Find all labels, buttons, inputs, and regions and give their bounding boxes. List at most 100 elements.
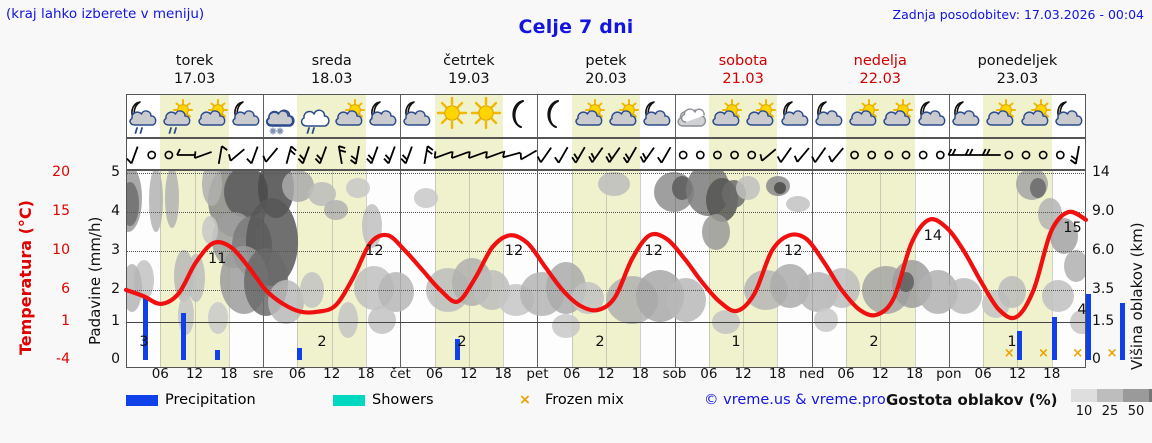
precipitation-tick: 2 bbox=[111, 281, 120, 297]
x-tick-label: 18 bbox=[631, 366, 649, 382]
cloud-density-legend-title: Gostota oblakov (%) bbox=[886, 391, 1058, 409]
x-tick-label: 18 bbox=[905, 366, 924, 382]
day-separator bbox=[948, 94, 950, 138]
moon-cloud-icon bbox=[777, 95, 811, 137]
wind-barbs bbox=[126, 145, 1080, 165]
sun-cloud-icon bbox=[606, 95, 640, 137]
day-separator bbox=[948, 170, 950, 368]
sun-cloud-icon bbox=[983, 95, 1017, 137]
copyright[interactable]: © vreme.us & vreme.pro bbox=[704, 392, 886, 408]
x-tick-label: 06 bbox=[700, 366, 718, 382]
temperature-tick: 1 bbox=[61, 313, 70, 329]
cloud-height-tick: 6.0 bbox=[1092, 242, 1115, 258]
temperature-max-label: 12 bbox=[365, 243, 384, 260]
precipitation-bar bbox=[1051, 317, 1057, 360]
x-tick-label: čet bbox=[389, 366, 411, 382]
moon-cloud-icon bbox=[1052, 95, 1086, 137]
gridline-horizontal bbox=[126, 251, 1086, 252]
day-date: 20.03 bbox=[585, 71, 627, 87]
legend-frozen-mix: × Frozen mix bbox=[511, 392, 624, 408]
moon-icon bbox=[503, 95, 537, 137]
day-separator bbox=[674, 94, 676, 138]
precipitation-bar bbox=[143, 297, 149, 360]
precipitation-bar bbox=[215, 350, 221, 360]
day-separator bbox=[400, 94, 402, 138]
frozen-mix-marker: × bbox=[1106, 346, 1118, 361]
day-name: ponedeljek bbox=[977, 53, 1058, 69]
cloud-density-gradient bbox=[1071, 389, 1152, 402]
x-tick-label: 18 bbox=[357, 366, 375, 382]
day-separator bbox=[537, 94, 539, 138]
sun-cloud-icon bbox=[332, 95, 366, 137]
hour-gridline bbox=[297, 170, 299, 368]
x-tick-label: ned bbox=[798, 366, 825, 382]
day-separator bbox=[811, 170, 813, 368]
day-header-19-03: četrtek 19.03 bbox=[400, 52, 537, 88]
day-date: 23.03 bbox=[996, 71, 1039, 87]
day-date: 18.03 bbox=[310, 71, 353, 87]
temperature-tick: 20 bbox=[52, 164, 70, 180]
day-header-23-03: ponedeljek 23.03 bbox=[949, 52, 1086, 88]
temperature-min-label: 1 bbox=[1007, 334, 1017, 350]
x-tick-label: 12 bbox=[1008, 366, 1027, 382]
x-tick-label: 12 bbox=[323, 366, 341, 382]
last-updated: Zadnja posodobitev: 17.03.2026 - 00:04 bbox=[892, 7, 1144, 22]
moon-cloud-icon bbox=[366, 95, 400, 137]
frozen-mix-marker: × bbox=[1038, 346, 1049, 361]
hour-gridline bbox=[743, 170, 745, 368]
sun-cloud-icon bbox=[1017, 95, 1051, 137]
precipitation-swatch bbox=[126, 394, 158, 406]
temperature-min-label: 3 bbox=[139, 334, 149, 350]
x-tick-label: 06 bbox=[837, 366, 855, 382]
day-separator bbox=[811, 94, 813, 138]
temperature-min-label: 2 bbox=[869, 334, 879, 350]
precipitation-tick: 0 bbox=[111, 351, 120, 367]
day-date: 21.03 bbox=[722, 71, 764, 87]
x-tick-label: pon bbox=[936, 366, 962, 382]
x-tick-label: 06 bbox=[288, 366, 307, 382]
precipitation-tick: 4 bbox=[111, 203, 120, 219]
cloud-snow-icon bbox=[263, 95, 297, 137]
cloud-height-tick: 1.5 bbox=[1092, 313, 1115, 329]
sun-cloud-icon bbox=[846, 95, 880, 137]
precipitation-tick: 1 bbox=[111, 313, 120, 329]
hour-gridline bbox=[1051, 170, 1053, 368]
moon-cloud-icon bbox=[229, 95, 263, 137]
x-tick-label: sre bbox=[252, 366, 274, 382]
temperature-min-label: 2 bbox=[457, 334, 467, 350]
daylight-band bbox=[571, 138, 641, 170]
day-date: 17.03 bbox=[173, 71, 216, 87]
cloud-density-scale-label: 25 bbox=[1101, 404, 1119, 419]
daylight-band bbox=[297, 138, 366, 170]
gridline-horizontal bbox=[126, 290, 1086, 291]
page-title: Celje 7 dni bbox=[518, 16, 634, 38]
precipitation-tick: 3 bbox=[111, 242, 120, 258]
x-tick-label: 06 bbox=[974, 366, 992, 382]
hour-gridline bbox=[640, 170, 642, 368]
x-tick-label: 18 bbox=[494, 366, 512, 382]
temperature-min-label: 2 bbox=[317, 334, 327, 350]
sun-cloud-icon bbox=[572, 95, 606, 137]
zero-baseline bbox=[126, 322, 1086, 323]
x-tick-label: 06 bbox=[425, 366, 444, 382]
temperature-tick: 10 bbox=[52, 242, 70, 258]
day-separator bbox=[537, 138, 539, 170]
wind-barb-row bbox=[126, 138, 1086, 170]
cloud-icon bbox=[675, 95, 709, 137]
chart-frame bbox=[126, 170, 1086, 368]
day-date: 22.03 bbox=[859, 71, 902, 87]
hour-gridline bbox=[160, 170, 162, 368]
cloud-density-swatch bbox=[1097, 389, 1123, 402]
precipitation-bars bbox=[126, 170, 1126, 368]
chart-legend: Precipitation Showers × Frozen mix © vrem… bbox=[126, 388, 1152, 422]
day-name: sobota bbox=[718, 53, 768, 69]
x-tick-label: 18 bbox=[768, 366, 787, 382]
day-header-17-03: torek 17.03 bbox=[126, 52, 263, 88]
day-separator bbox=[263, 94, 265, 138]
x-tick-label: 18 bbox=[1043, 366, 1061, 382]
cloud-density-swatch bbox=[1071, 389, 1097, 402]
frozen-mix-marker: × bbox=[1003, 346, 1015, 361]
weather-icon-row bbox=[126, 94, 1086, 138]
moon-icon bbox=[537, 95, 571, 137]
